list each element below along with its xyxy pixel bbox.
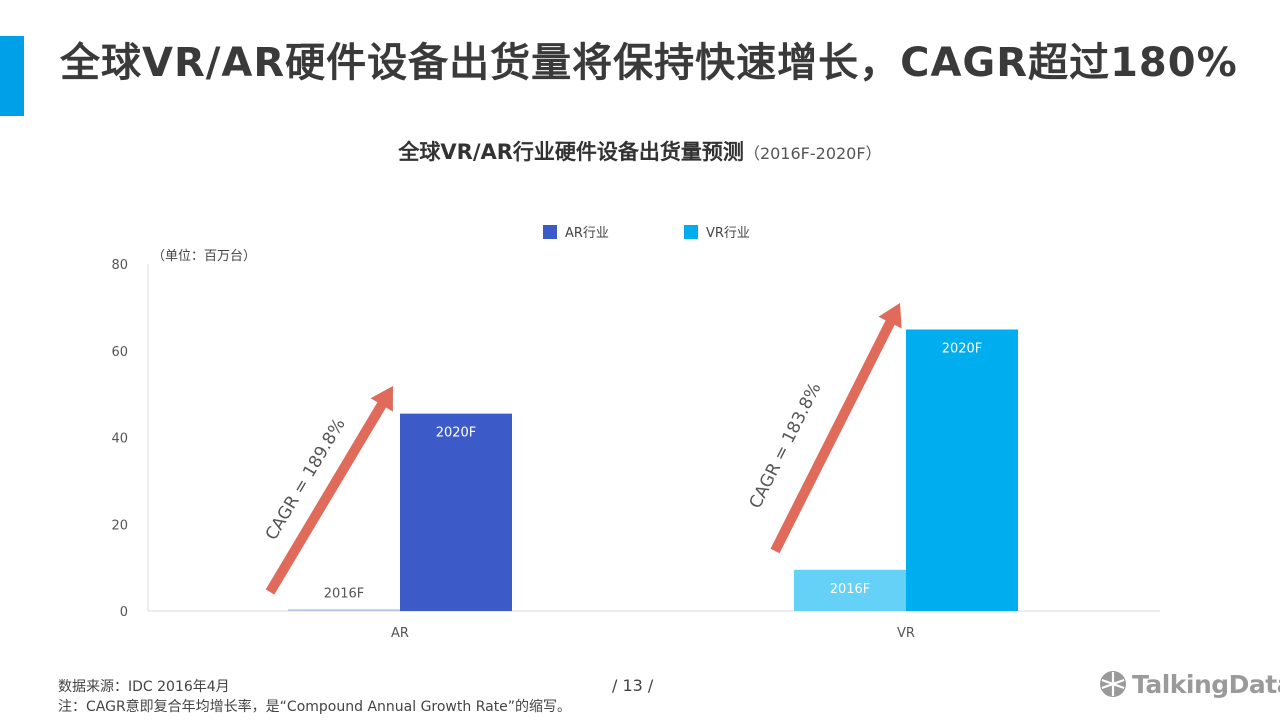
page-title: 全球VR/AR硬件设备出货量将保持快速增长，CAGR超过180% [60, 40, 1238, 86]
y-tick-label: 20 [111, 518, 128, 533]
bar-vr-2016f [794, 569, 906, 611]
x-tick-label-vr: VR [897, 626, 915, 641]
legend-label-2: VR行业 [706, 226, 750, 241]
y-tick-label: 0 [120, 605, 128, 620]
chart-title: 全球VR/AR行业硬件设备出货量预测（2016F-2020F） [0, 136, 1280, 166]
bar-label-vr-2020f: 2020F [942, 341, 983, 356]
bar-label-vr-2016f: 2016F [830, 582, 871, 597]
logo-text: TalkingData [1132, 669, 1280, 699]
bar-label-ar-2020f: 2020F [436, 426, 477, 441]
legend-swatch-2 [684, 225, 698, 239]
chart-title-main: 全球VR/AR行业硬件设备出货量预测 [398, 140, 744, 164]
footnote: 注：CAGR意即复合年均增长率，是“Compound Annual Growth… [58, 699, 572, 715]
bar-ar-2020f [400, 413, 512, 611]
page-number: / 13 / [612, 676, 654, 695]
data-source: 数据来源：IDC 2016年4月 [58, 679, 230, 695]
legend-swatch-1 [543, 225, 557, 239]
y-tick-label: 40 [111, 432, 128, 447]
title-accent-bar [0, 36, 24, 116]
chart-title-sub: （2016F-2020F） [743, 144, 882, 163]
cagr-arrow-2 [770, 303, 902, 554]
talkingdata-logo: TalkingData [1098, 668, 1280, 700]
y-tick-label: 60 [111, 345, 128, 360]
bar-vr-2020f [906, 329, 1018, 611]
logo-icon [1100, 671, 1126, 697]
cagr-arrow-1 [265, 386, 393, 595]
x-tick-label-ar: AR [391, 626, 409, 641]
bar-label-ar-2016f: 2016F [324, 586, 365, 601]
y-tick-label: 80 [111, 258, 128, 273]
cagr-label-vr: CAGR = 183.8% [746, 380, 826, 512]
unit-label: （单位：百万台） [152, 249, 256, 264]
legend-label-1: AR行业 [565, 226, 609, 241]
bar-ar-2016f [288, 609, 400, 611]
